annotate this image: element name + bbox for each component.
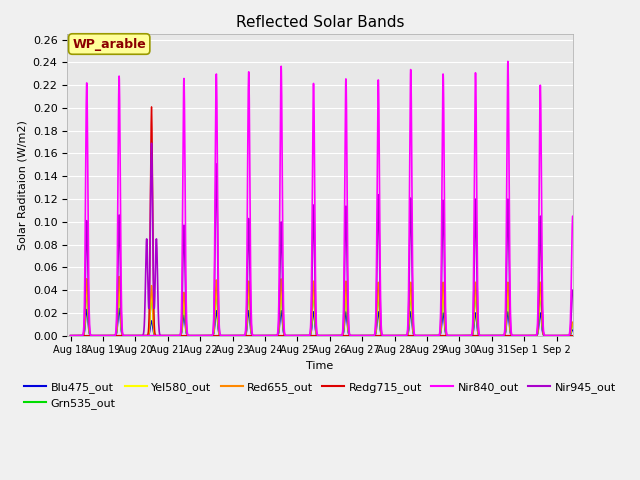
Redg715_out [585,333,593,338]
Line: Grn535_out: Grn535_out [70,289,589,336]
Blu475_out [585,333,593,338]
Line: Nir945_out: Nir945_out [70,143,589,336]
Nir945_out [396,333,404,338]
Grn535_out [475,332,483,338]
Nir945_out [148,140,156,146]
Grn535_out [67,333,74,338]
Redg715_out [475,333,483,338]
Nir945_out [173,333,180,338]
Blu475_out [579,333,587,338]
Yel580_out [585,333,593,338]
Line: Redg715_out: Redg715_out [70,107,589,336]
Redg715_out [148,104,156,110]
Grn535_out [579,333,587,338]
Nir945_out [442,322,449,328]
Nir840_out [67,333,74,338]
Line: Red655_out: Red655_out [70,276,589,336]
Line: Yel580_out: Yel580_out [70,286,589,336]
Nir840_out [580,333,588,338]
Grn535_out [585,333,593,338]
Nir945_out [475,330,483,336]
Line: Blu475_out: Blu475_out [70,308,589,336]
Nir840_out [504,59,512,64]
Grn535_out [173,333,180,338]
Red655_out [475,332,483,337]
Nir945_out [585,333,593,338]
Redg715_out [396,333,404,338]
Nir840_out [506,282,514,288]
Legend: Blu475_out, Grn535_out, Yel580_out, Red655_out, Redg715_out, Nir840_out, Nir945_: Blu475_out, Grn535_out, Yel580_out, Red6… [20,377,620,414]
Red655_out [173,333,180,338]
Redg715_out [173,333,180,338]
Red655_out [506,320,514,326]
Nir945_out [67,333,74,338]
Blu475_out [115,305,123,311]
Yel580_out [475,332,483,337]
Grn535_out [115,286,123,292]
Nir840_out [442,312,449,317]
Yel580_out [67,333,74,338]
Nir945_out [506,300,514,306]
Blu475_out [475,332,483,338]
Red655_out [442,328,449,334]
Text: WP_arable: WP_arable [72,37,146,50]
Grn535_out [506,323,514,328]
Blu475_out [173,333,180,338]
Nir840_out [475,328,483,334]
Blu475_out [506,327,514,333]
Yel580_out [506,322,514,328]
Title: Reflected Solar Bands: Reflected Solar Bands [236,15,404,30]
Nir945_out [579,333,587,338]
Nir840_out [148,333,156,338]
Yel580_out [115,283,123,288]
Red655_out [396,333,404,338]
Red655_out [579,333,587,338]
Redg715_out [579,333,587,338]
Yel580_out [579,333,587,338]
Nir840_out [396,333,404,338]
Red655_out [67,333,74,338]
Line: Nir840_out: Nir840_out [70,61,589,336]
Nir840_out [173,333,180,338]
Redg715_out [442,333,449,338]
Redg715_out [506,333,514,338]
Grn535_out [396,333,404,338]
X-axis label: Time: Time [307,361,333,371]
Redg715_out [67,333,74,338]
Grn535_out [442,329,449,335]
Nir840_out [585,333,593,338]
Red655_out [585,333,593,338]
Yel580_out [396,333,404,338]
Yel580_out [442,329,449,335]
Y-axis label: Solar Raditaion (W/m2): Solar Raditaion (W/m2) [17,120,27,250]
Blu475_out [442,331,449,336]
Yel580_out [173,333,180,338]
Blu475_out [396,333,404,338]
Blu475_out [67,333,74,338]
Red655_out [115,274,123,279]
